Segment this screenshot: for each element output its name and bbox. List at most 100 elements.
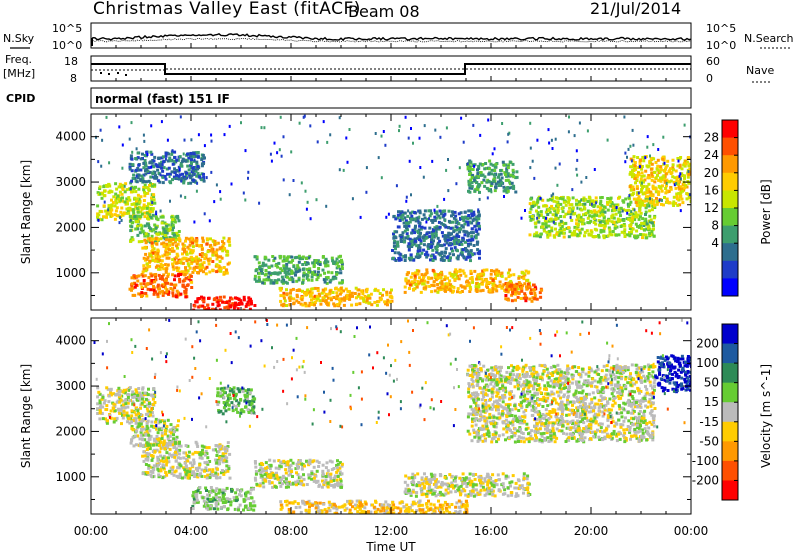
heatmap-cell — [529, 197, 533, 201]
heatmap-cell — [680, 172, 684, 176]
heatmap-cell — [337, 255, 341, 259]
heatmap-cell — [282, 178, 285, 182]
heatmap-cell — [547, 232, 551, 236]
heatmap-cell — [258, 201, 261, 205]
heatmap-cell — [434, 216, 438, 220]
heatmap-cell — [546, 213, 550, 216]
heatmap-cell — [676, 203, 680, 207]
heatmap-cell — [516, 287, 520, 291]
heatmap-cell — [647, 182, 651, 186]
heatmap-cell — [196, 151, 200, 154]
heatmap-cell — [472, 217, 476, 221]
heatmap-cell — [149, 175, 153, 179]
heatmap-cell — [313, 286, 317, 290]
heatmap-cell — [146, 265, 150, 269]
heatmap-cell — [168, 228, 172, 232]
heatmap-cell — [154, 273, 158, 276]
heatmap-cell — [448, 252, 452, 256]
heatmap-cell — [558, 223, 562, 227]
heatmap-cell — [307, 256, 311, 260]
heatmap-cell — [645, 195, 648, 199]
heatmap-cell — [522, 296, 526, 300]
heatmap-cell — [302, 267, 306, 271]
heatmap-cell — [470, 234, 474, 238]
heatmap-cell — [153, 290, 156, 294]
heatmap-cell — [334, 287, 338, 290]
heatmap-cell — [576, 216, 580, 220]
heatmap-cell — [183, 138, 186, 142]
heatmap-cell — [452, 230, 456, 234]
heatmap-cell — [668, 201, 672, 205]
heatmap-cell — [483, 167, 487, 171]
heatmap-cell — [148, 237, 152, 241]
heatmap-cell — [246, 490, 250, 494]
heatmap-cell — [491, 278, 495, 282]
heatmap-cell — [160, 163, 164, 167]
heatmap-cell — [651, 175, 655, 179]
heatmap-cell — [168, 172, 172, 176]
heatmap-cell — [127, 416, 131, 420]
heatmap-cell — [406, 228, 409, 232]
heatmap-cell — [647, 176, 651, 180]
heatmap-cell — [576, 206, 579, 210]
heatmap-cell — [377, 300, 381, 304]
heatmap-cell — [321, 299, 325, 303]
heatmap-cell — [175, 435, 179, 439]
heatmap-cell — [156, 252, 160, 255]
heatmap-cell — [172, 225, 175, 229]
heatmap-cell — [399, 233, 403, 237]
heatmap-cell — [466, 167, 470, 171]
heatmap-cell — [639, 215, 642, 219]
heatmap-cell — [470, 227, 474, 231]
heatmap-cell — [173, 150, 177, 154]
heatmap-cell — [140, 428, 144, 432]
heatmap-cell — [519, 282, 523, 286]
heatmap-cell — [335, 297, 338, 301]
heatmap-cell — [134, 205, 138, 208]
heatmap-cell — [135, 406, 139, 410]
heatmap-cell — [457, 235, 461, 239]
heatmap-cell — [108, 414, 112, 418]
heatmap-cell — [192, 257, 196, 261]
heatmap-cell — [470, 214, 474, 217]
heatmap-cell — [477, 210, 481, 214]
heatmap-cell — [583, 234, 586, 238]
heatmap-cell — [547, 219, 551, 223]
nave-line — [91, 68, 691, 71]
heatmap-cell — [440, 251, 444, 255]
heatmap-cell — [192, 266, 196, 270]
heatmap-cell — [196, 171, 200, 175]
heatmap-cell — [617, 207, 621, 211]
heatmap-cell — [628, 203, 632, 206]
heatmap-cell — [117, 407, 120, 411]
heatmap-cell — [520, 275, 524, 279]
heatmap-cell — [229, 304, 233, 308]
heatmap-cell — [663, 161, 666, 165]
heatmap-cell — [176, 246, 179, 250]
heatmap-cell — [323, 271, 326, 275]
heatmap-cell — [324, 299, 328, 303]
heatmap-cell — [479, 173, 483, 177]
heatmap-cell — [549, 197, 552, 201]
heatmap-cell — [206, 504, 210, 508]
heatmap-cell — [168, 156, 172, 160]
heatmap-cell — [687, 164, 691, 168]
heatmap-cell — [517, 275, 521, 279]
heatmap-cell — [623, 228, 627, 232]
heatmap-cell — [346, 297, 350, 301]
heatmap-cell — [137, 163, 141, 167]
heatmap-cell — [681, 189, 684, 193]
heatmap-cell — [489, 272, 493, 276]
heatmap-cell — [173, 159, 177, 163]
heatmap-cell — [144, 269, 148, 273]
heatmap-cell — [164, 246, 168, 250]
heatmap-cell — [562, 228, 566, 231]
heatmap-cell — [152, 273, 156, 277]
heatmap-cell — [366, 296, 369, 300]
heatmap-cell — [335, 257, 339, 261]
heatmap-cell — [528, 202, 532, 206]
heatmap-cell — [474, 217, 478, 221]
heatmap-cell — [186, 262, 190, 266]
heatmap-cell — [186, 476, 190, 480]
heatmap-cell — [547, 128, 550, 132]
